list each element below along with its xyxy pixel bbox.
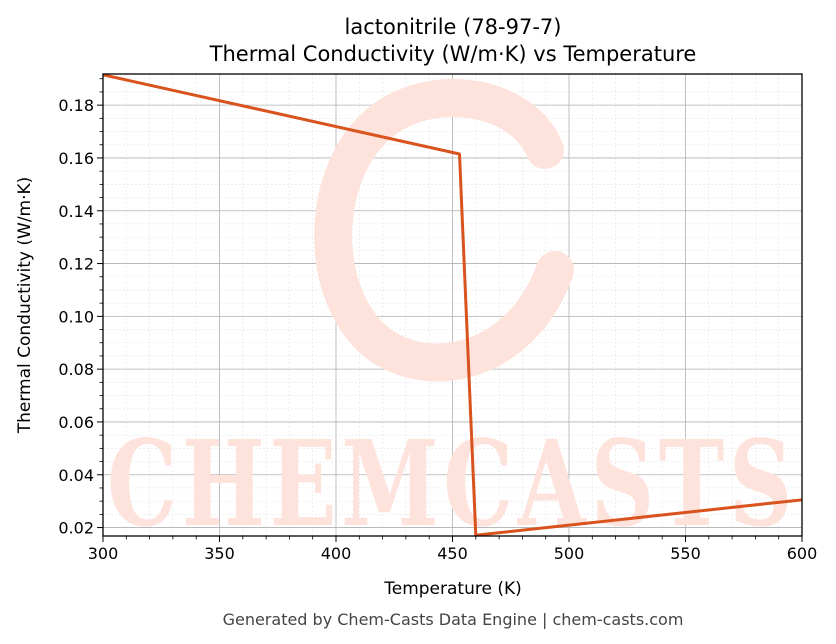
x-tick-label: 500 <box>554 544 585 563</box>
y-tick-label: 0.02 <box>58 519 94 538</box>
series-group <box>102 73 803 537</box>
y-tick-label: 0.08 <box>58 360 94 379</box>
y-tick-label: 0.14 <box>58 202 94 221</box>
y-tick-label: 0.16 <box>58 149 94 168</box>
y-tick-label: 0.04 <box>58 466 94 485</box>
footer-credit: Generated by Chem-Casts Data Engine | ch… <box>223 610 684 629</box>
x-tick-label: 300 <box>88 544 119 563</box>
y-tick-label: 0.10 <box>58 307 94 326</box>
x-tick-label: 550 <box>670 544 701 563</box>
chart-title: lactonitrile (78-97-7) <box>345 15 562 39</box>
chart-subtitle: Thermal Conductivity (W/m·K) vs Temperat… <box>209 42 697 66</box>
y-tick-label: 0.12 <box>58 255 94 274</box>
y-tick-label: 0.18 <box>58 96 94 115</box>
watermark-logo-arc <box>314 79 574 382</box>
x-axis-label: Temperature (K) <box>383 579 522 599</box>
x-axis: 300 350 400 450 500 550 600 <box>88 536 818 563</box>
watermark: CHEMCASTS <box>107 79 797 553</box>
x-tick-label: 600 <box>787 544 818 563</box>
x-tick-label: 350 <box>204 544 235 563</box>
x-tick-label: 400 <box>321 544 352 563</box>
y-axis-label: Thermal Conductivity (W/m·K) <box>15 177 35 435</box>
series-line <box>102 73 803 537</box>
x-tick-label: 450 <box>437 544 468 563</box>
y-axis: 0.02 0.04 0.06 0.08 0.10 0.12 0.14 0.16 0.18 <box>58 78 103 538</box>
watermark-text: CHEMCASTS <box>107 414 797 553</box>
plot-area: CHEMCASTS <box>102 73 803 553</box>
y-tick-label: 0.06 <box>58 413 94 432</box>
